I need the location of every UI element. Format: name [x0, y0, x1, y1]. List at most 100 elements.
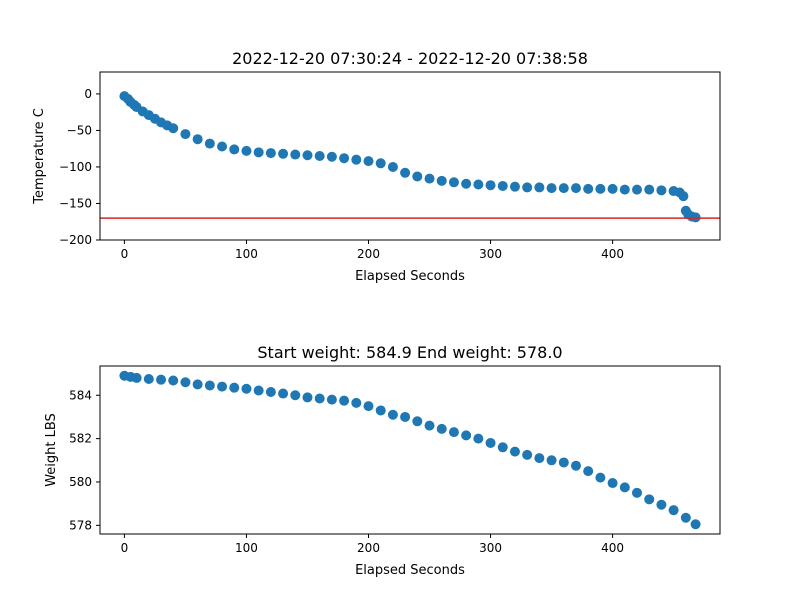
data-point: [583, 183, 594, 194]
data-point: [375, 405, 386, 416]
x-tick-label: 0: [121, 541, 129, 555]
data-point: [558, 457, 569, 468]
data-point: [570, 183, 581, 194]
data-point: [253, 385, 264, 396]
y-tick-label: −150: [59, 196, 92, 210]
data-point: [546, 183, 557, 194]
data-point: [678, 191, 689, 202]
data-point: [534, 182, 545, 193]
data-point: [522, 182, 533, 193]
data-point: [168, 375, 179, 386]
x-tick-label: 200: [357, 541, 380, 555]
data-point: [558, 183, 569, 194]
y-tick-label: 584: [69, 388, 92, 402]
data-point: [217, 141, 228, 152]
data-point: [326, 394, 337, 405]
data-point: [278, 388, 289, 399]
data-point: [192, 379, 203, 390]
data-point: [534, 453, 545, 464]
temperature-x-ticks: 0 100 200 300 400: [121, 240, 624, 261]
data-point: [668, 505, 679, 516]
data-point: [570, 460, 581, 471]
data-point: [522, 449, 533, 460]
data-point: [607, 478, 618, 489]
data-point: [583, 466, 594, 477]
data-point: [168, 123, 179, 134]
y-tick-label: −200: [59, 233, 92, 247]
x-tick-label: 100: [235, 247, 258, 261]
data-point: [229, 382, 240, 393]
data-point: [387, 409, 398, 420]
temperature-chart-title: 2022-12-20 07:30:24 - 2022-12-20 07:38:5…: [232, 49, 588, 68]
temperature-y-axis-label: Temperature C: [32, 108, 47, 205]
data-point: [180, 377, 191, 388]
data-point: [143, 374, 154, 385]
data-point: [265, 387, 276, 398]
data-point: [265, 148, 276, 159]
data-point: [485, 437, 496, 448]
data-point: [412, 416, 423, 427]
temperature-y-ticks: 0 −50 −100 −150 −200: [59, 87, 100, 247]
data-point: [473, 179, 484, 190]
data-point: [497, 180, 508, 191]
data-point: [302, 392, 313, 403]
weight-points: [119, 370, 701, 530]
data-point: [546, 455, 557, 466]
weight-x-axis-label: Elapsed Seconds: [355, 563, 465, 578]
weight-y-axis-label: Weight LBS: [44, 413, 59, 487]
data-point: [436, 423, 447, 434]
data-point: [436, 175, 447, 186]
y-tick-label: 582: [69, 432, 92, 446]
data-point: [351, 397, 362, 408]
data-point: [412, 171, 423, 182]
data-point: [387, 161, 398, 172]
data-point: [424, 173, 435, 184]
data-point: [656, 185, 667, 196]
y-tick-label: 580: [69, 475, 92, 489]
data-point: [229, 144, 240, 155]
temperature-x-axis-label: Elapsed Seconds: [355, 269, 465, 284]
data-point: [595, 183, 606, 194]
data-point: [192, 134, 203, 145]
data-point: [448, 177, 459, 188]
data-point: [595, 472, 606, 483]
temperature-chart: 2022-12-20 07:30:24 - 2022-12-20 07:38:5…: [32, 49, 721, 284]
y-tick-label: 0: [84, 87, 92, 101]
data-point: [509, 181, 520, 192]
data-point: [241, 383, 252, 394]
data-point: [363, 401, 374, 412]
x-tick-label: 200: [357, 247, 380, 261]
data-point: [680, 512, 691, 523]
data-point: [351, 154, 362, 165]
data-point: [656, 499, 667, 510]
temperature-plot-frame: [99, 71, 721, 241]
data-point: [644, 494, 655, 505]
data-point: [326, 151, 337, 162]
data-point: [485, 180, 496, 191]
data-point: [314, 151, 325, 161]
data-point: [644, 184, 655, 195]
data-point: [690, 519, 701, 530]
data-point: [302, 150, 313, 161]
data-point: [204, 138, 215, 149]
data-point: [461, 430, 472, 441]
weight-chart-title: Start weight: 584.9 End weight: 578.0: [257, 343, 562, 362]
data-point: [473, 433, 484, 444]
data-point: [607, 183, 618, 194]
weight-chart: Start weight: 584.9 End weight: 578.0 0 1…: [44, 343, 721, 578]
data-point: [180, 129, 191, 140]
y-tick-label: −100: [59, 160, 92, 174]
x-tick-label: 400: [601, 541, 624, 555]
data-point: [314, 393, 325, 404]
x-tick-label: 300: [479, 247, 502, 261]
data-point: [400, 167, 411, 178]
data-point: [497, 442, 508, 453]
data-point: [400, 411, 411, 422]
x-tick-label: 300: [479, 541, 502, 555]
data-point: [156, 374, 167, 385]
y-tick-label: −50: [67, 123, 92, 137]
data-point: [448, 427, 459, 438]
data-point: [339, 395, 350, 406]
data-point: [363, 156, 374, 167]
data-point: [632, 487, 643, 498]
